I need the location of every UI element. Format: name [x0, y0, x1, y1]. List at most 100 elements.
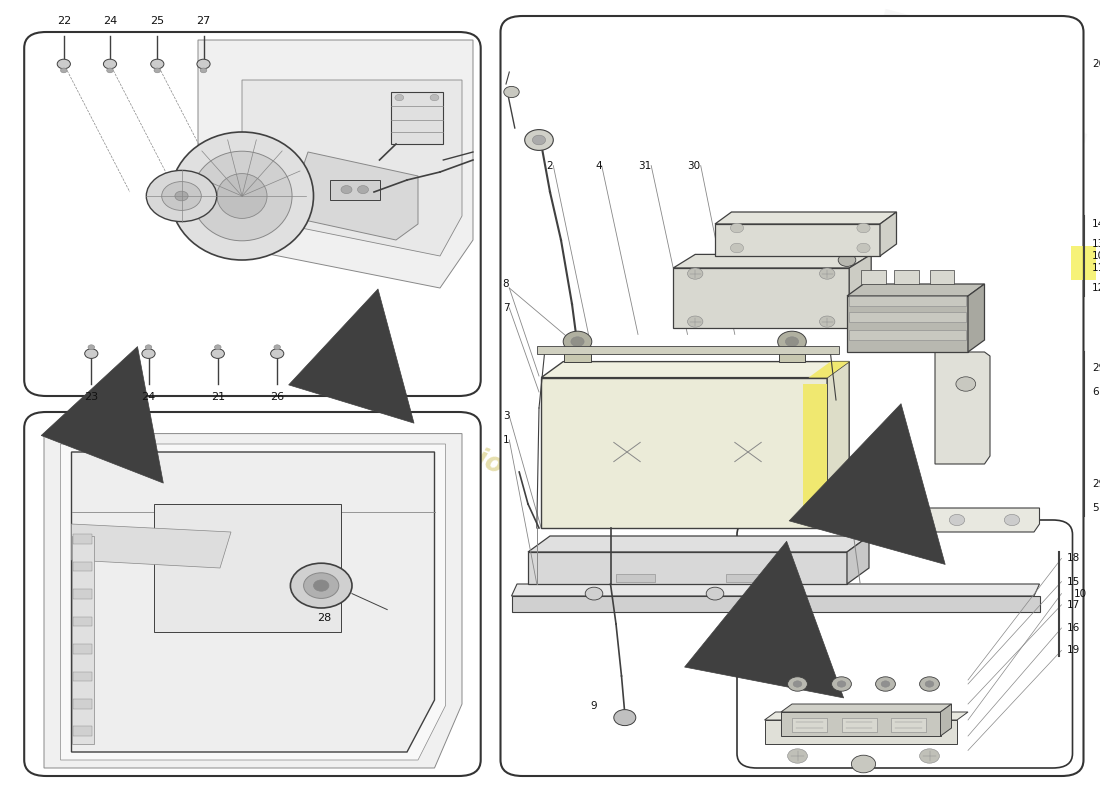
Polygon shape [803, 384, 827, 512]
Circle shape [214, 345, 221, 350]
Circle shape [430, 94, 439, 101]
Bar [849, 296, 966, 306]
Circle shape [142, 349, 155, 358]
Text: a passion for parts images: a passion for parts images [384, 410, 760, 582]
Ellipse shape [170, 132, 314, 260]
Polygon shape [902, 508, 1040, 532]
Circle shape [730, 223, 744, 233]
Ellipse shape [217, 174, 267, 218]
Circle shape [107, 68, 113, 73]
Circle shape [103, 59, 117, 69]
Polygon shape [764, 720, 957, 744]
Circle shape [881, 681, 890, 687]
Bar [894, 270, 918, 284]
Circle shape [857, 223, 870, 233]
Circle shape [838, 254, 856, 266]
Circle shape [706, 587, 724, 600]
Text: 24: 24 [103, 16, 117, 26]
Bar [73, 617, 92, 626]
Polygon shape [541, 378, 827, 528]
Circle shape [820, 316, 835, 327]
Circle shape [146, 170, 217, 222]
Circle shape [341, 186, 352, 194]
Circle shape [925, 681, 934, 687]
Text: 16: 16 [1067, 623, 1080, 633]
Polygon shape [60, 444, 446, 760]
Circle shape [304, 573, 339, 598]
Circle shape [1004, 514, 1020, 526]
Circle shape [793, 681, 802, 687]
Text: 4: 4 [595, 161, 602, 170]
Circle shape [585, 587, 603, 600]
Bar [1071, 246, 1096, 280]
Text: 26: 26 [271, 392, 284, 402]
Polygon shape [512, 596, 1040, 612]
FancyBboxPatch shape [737, 520, 1072, 768]
Polygon shape [968, 284, 984, 352]
Text: 7: 7 [503, 303, 509, 313]
Text: 5: 5 [1092, 503, 1099, 513]
Circle shape [688, 316, 703, 327]
Polygon shape [286, 152, 418, 240]
Polygon shape [808, 362, 849, 378]
Polygon shape [827, 362, 849, 528]
Circle shape [314, 580, 329, 591]
Circle shape [154, 68, 161, 73]
Circle shape [857, 243, 870, 253]
Text: PARTS
IMAGES: PARTS IMAGES [823, 0, 1100, 192]
Bar [73, 644, 92, 654]
Circle shape [563, 331, 592, 352]
Circle shape [197, 59, 210, 69]
Circle shape [60, 68, 67, 73]
Polygon shape [849, 254, 871, 328]
Polygon shape [541, 362, 849, 378]
Bar [73, 590, 92, 599]
Text: 29: 29 [1092, 479, 1100, 489]
Circle shape [837, 681, 846, 687]
Circle shape [358, 186, 368, 194]
Circle shape [57, 59, 70, 69]
Polygon shape [847, 284, 984, 296]
Circle shape [145, 345, 152, 350]
Polygon shape [781, 712, 940, 736]
Polygon shape [198, 40, 473, 288]
Bar [154, 504, 341, 632]
Bar [842, 718, 877, 732]
Polygon shape [44, 434, 462, 768]
Polygon shape [880, 212, 896, 256]
Bar [616, 574, 654, 582]
Circle shape [832, 677, 851, 691]
Polygon shape [673, 268, 849, 328]
Circle shape [788, 749, 807, 763]
Text: 2: 2 [547, 161, 553, 170]
Polygon shape [512, 584, 1040, 596]
Circle shape [778, 331, 806, 352]
Polygon shape [72, 524, 231, 568]
Text: 25: 25 [151, 16, 164, 26]
Circle shape [525, 130, 553, 150]
Bar [73, 726, 92, 736]
Bar [861, 270, 886, 284]
Bar [849, 312, 966, 322]
Circle shape [85, 349, 98, 358]
Text: 29: 29 [1092, 363, 1100, 373]
Text: 17: 17 [1067, 600, 1080, 610]
Circle shape [395, 94, 404, 101]
Ellipse shape [191, 151, 293, 241]
Polygon shape [940, 704, 952, 736]
Text: 8: 8 [503, 279, 509, 289]
Bar [73, 699, 92, 709]
Bar [73, 534, 92, 544]
Text: 3: 3 [503, 411, 509, 421]
Bar [73, 562, 92, 571]
Circle shape [783, 587, 801, 600]
Circle shape [920, 749, 939, 763]
Circle shape [200, 68, 207, 73]
Circle shape [162, 182, 201, 210]
Text: 21: 21 [211, 392, 224, 402]
Polygon shape [715, 224, 880, 256]
Bar [792, 718, 827, 732]
Text: 10: 10 [1074, 589, 1087, 598]
Text: 23: 23 [85, 392, 98, 402]
Text: 22: 22 [57, 16, 70, 26]
